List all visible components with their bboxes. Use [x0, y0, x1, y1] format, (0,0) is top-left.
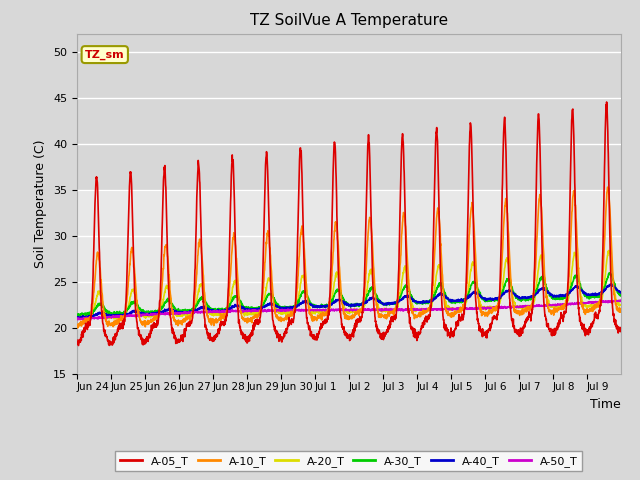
Y-axis label: Soil Temperature (C): Soil Temperature (C): [35, 140, 47, 268]
A-05_T: [127, 179, 135, 185]
Bar: [77, 328, 621, 374]
A-40_T: [127, 310, 135, 315]
A-10_T: [381, 313, 389, 319]
A-30_T: [513, 295, 520, 301]
A-20_T: [75, 316, 83, 322]
A-20_T: [381, 309, 389, 315]
A-50_T: [80, 317, 88, 323]
A-50_T: [609, 299, 617, 304]
A-10_T: [245, 318, 253, 324]
A-40_T: [73, 315, 81, 321]
A-05_T: [617, 325, 625, 331]
Line: A-10_T: A-10_T: [77, 187, 621, 328]
A-40_T: [607, 281, 614, 287]
Line: A-40_T: A-40_T: [77, 284, 621, 318]
Bar: [77, 34, 621, 190]
Title: TZ SoilVue A Temperature: TZ SoilVue A Temperature: [250, 13, 448, 28]
A-30_T: [606, 270, 614, 276]
A-10_T: [610, 281, 618, 287]
A-20_T: [617, 302, 625, 308]
A-10_T: [543, 302, 551, 308]
A-40_T: [513, 293, 520, 299]
Line: A-05_T: A-05_T: [77, 102, 621, 346]
A-30_T: [127, 299, 135, 305]
A-10_T: [127, 246, 135, 252]
A-40_T: [245, 307, 253, 312]
A-50_T: [73, 316, 81, 322]
A-20_T: [513, 303, 520, 309]
A-05_T: [543, 324, 551, 330]
A-10_T: [513, 310, 520, 315]
A-20_T: [610, 281, 618, 287]
A-20_T: [605, 248, 612, 253]
A-50_T: [381, 307, 389, 313]
A-20_T: [127, 289, 135, 295]
X-axis label: Time: Time: [590, 397, 621, 410]
A-40_T: [610, 283, 618, 289]
A-40_T: [543, 288, 551, 294]
Text: TZ_sm: TZ_sm: [85, 49, 125, 60]
A-30_T: [73, 312, 81, 317]
Legend: A-05_T, A-10_T, A-20_T, A-30_T, A-40_T, A-50_T: A-05_T, A-10_T, A-20_T, A-30_T, A-40_T, …: [115, 451, 582, 471]
A-50_T: [245, 308, 253, 314]
A-05_T: [603, 99, 611, 105]
A-30_T: [617, 292, 625, 298]
A-05_T: [75, 343, 83, 348]
A-40_T: [74, 315, 81, 321]
Line: A-50_T: A-50_T: [77, 300, 621, 320]
A-20_T: [73, 315, 81, 321]
A-40_T: [381, 301, 389, 307]
A-40_T: [617, 290, 625, 296]
A-20_T: [543, 295, 551, 301]
A-30_T: [74, 313, 81, 319]
A-30_T: [245, 306, 253, 312]
A-05_T: [610, 313, 618, 319]
Line: A-20_T: A-20_T: [77, 251, 621, 319]
A-30_T: [543, 288, 551, 293]
A-50_T: [543, 302, 551, 308]
Line: A-30_T: A-30_T: [77, 273, 621, 316]
A-10_T: [73, 324, 81, 330]
A-05_T: [513, 328, 520, 334]
A-05_T: [73, 337, 81, 343]
A-05_T: [381, 331, 389, 337]
A-50_T: [617, 299, 625, 304]
A-50_T: [513, 304, 520, 310]
A-50_T: [127, 313, 135, 319]
A-30_T: [381, 302, 389, 308]
A-05_T: [245, 336, 253, 341]
A-10_T: [617, 307, 625, 312]
A-20_T: [245, 312, 253, 318]
A-30_T: [610, 278, 618, 284]
A-10_T: [74, 325, 81, 331]
A-50_T: [617, 297, 625, 303]
A-10_T: [604, 184, 611, 190]
